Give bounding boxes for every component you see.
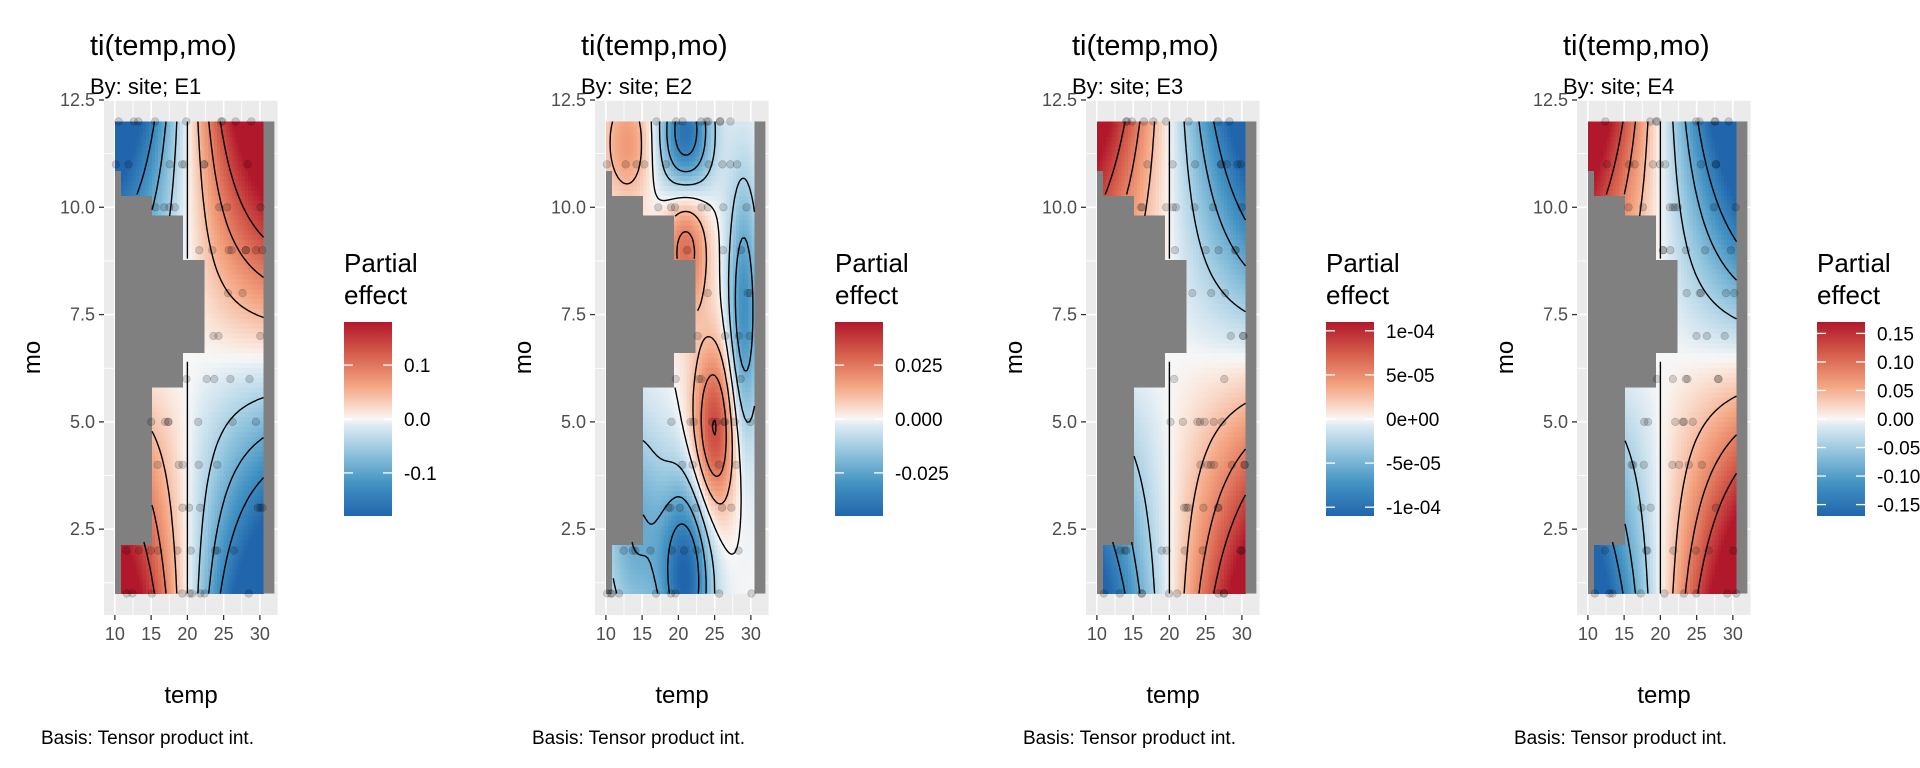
chart-subtitle: By: site; E1 <box>90 74 201 99</box>
chart-title: ti(temp,mo) <box>90 30 237 62</box>
panel-1: ti(temp,mo)By: site; E110 15 20 25 302.55.07… <box>19 30 437 749</box>
